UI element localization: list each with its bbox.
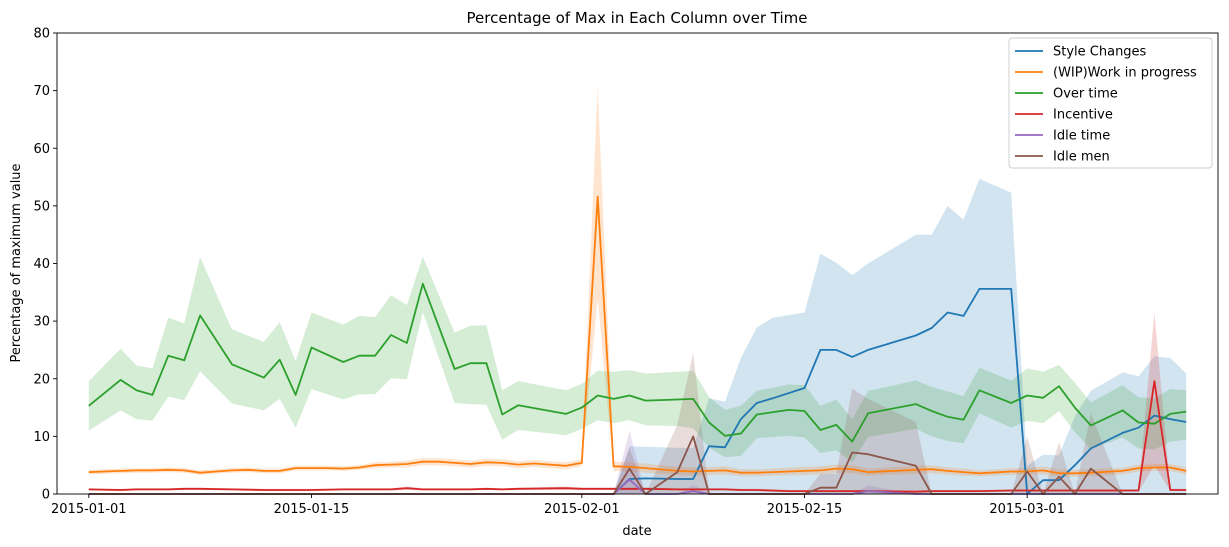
y-tick-label: 70 — [33, 84, 50, 99]
x-tick-label: 2015-02-15 — [767, 502, 843, 517]
x-axis-label: date — [622, 524, 651, 539]
band-idle-men — [88, 352, 1187, 494]
legend-label: Idle time — [1053, 129, 1110, 144]
x-tick-label: 2015-02-01 — [544, 502, 620, 517]
y-tick-label: 60 — [33, 142, 50, 157]
y-tick-label: 30 — [33, 315, 50, 330]
y-tick-label: 0 — [42, 488, 50, 503]
legend-label: Style Changes — [1053, 45, 1147, 60]
y-axis-label: Percentage of maximum value — [9, 163, 24, 362]
y-tick-label: 40 — [33, 257, 50, 272]
series-line-over-time — [88, 282, 1187, 443]
y-tick-label: 80 — [33, 27, 50, 42]
y-tick-label: 50 — [33, 199, 50, 214]
legend-label: Incentive — [1053, 108, 1113, 123]
legend-label: Idle men — [1053, 150, 1110, 165]
series-lines — [88, 195, 1187, 495]
series-line-style-changes — [597, 287, 1187, 495]
y-axis: 0 10 20 30 40 50 60 70 80 — [33, 27, 57, 503]
chart-title: Percentage of Max in Each Column over Ti… — [467, 9, 808, 27]
band-over-time — [88, 256, 1187, 463]
y-tick-label: 20 — [33, 372, 50, 387]
x-axis: 2015-01-01 2015-01-15 2015-02-01 2015-02-15… — [51, 494, 1065, 517]
series-line-wip-work-in-progress — [88, 195, 1187, 475]
x-tick-label: 2015-01-01 — [51, 502, 127, 517]
legend-label: Over time — [1053, 87, 1118, 102]
x-tick-label: 2015-01-15 — [274, 502, 350, 517]
legend: Style Changes (WIP)Work in progress Over t… — [1008, 37, 1213, 169]
legend-label: (WIP)Work in progress — [1053, 66, 1197, 81]
series-line-incentive — [88, 380, 1187, 493]
series-line-idle-men — [88, 435, 1187, 495]
band-idle-time — [88, 430, 1187, 494]
x-tick-label: 2015-03-01 — [989, 502, 1065, 517]
y-tick-label: 10 — [33, 430, 50, 445]
legend-box — [1008, 37, 1213, 169]
